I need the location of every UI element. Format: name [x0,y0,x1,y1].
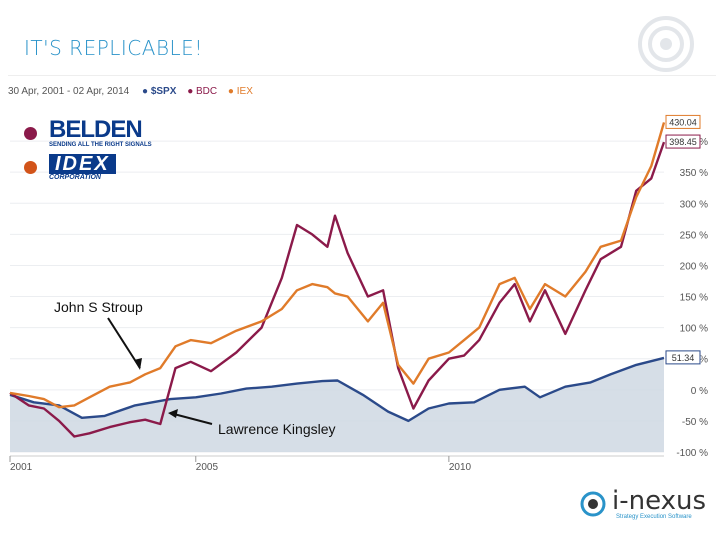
belden-tagline: SENDING ALL THE RIGHT SIGNALS [49,142,152,148]
annotation-stroup: John S Stroup [54,299,143,315]
belden-name: BELDEN [49,116,143,143]
chart-header: 30 Apr, 2001 - 02 Apr, 2014 ● $SPX ● BDC… [8,86,253,106]
idex-sub: CORPORATION [49,174,101,181]
idex-dot [24,161,37,174]
slide-title: IT'S REPLICABLE! [24,36,203,60]
annotation-kingsley: Lawrence Kingsley [218,421,336,437]
idex-name: IDEX [49,154,116,174]
date-range: 30 Apr, 2001 - 02 Apr, 2014 [8,86,130,97]
idex-logo: IDEX CORPORATION [49,154,116,181]
belden-logo: BELDEN SENDING ALL THE RIGHT SIGNALS [49,116,152,149]
inexus-icon [580,491,606,517]
belden-logo-row: BELDEN SENDING ALL THE RIGHT SIGNALS [24,118,152,148]
belden-dot [24,126,37,140]
inexus-logo: i-nexus Strategy Execution Software [580,488,706,520]
legend-iex: ● IEX [227,86,253,97]
legend-bdc: ● BDC [187,86,218,97]
legend-spx: ● $SPX [142,86,177,97]
target-icon [638,16,694,72]
footer-brand: i-nexus [612,486,707,516]
idex-logo-row: IDEX CORPORATION [24,154,116,181]
footer-tagline: Strategy Execution Software [616,514,692,520]
